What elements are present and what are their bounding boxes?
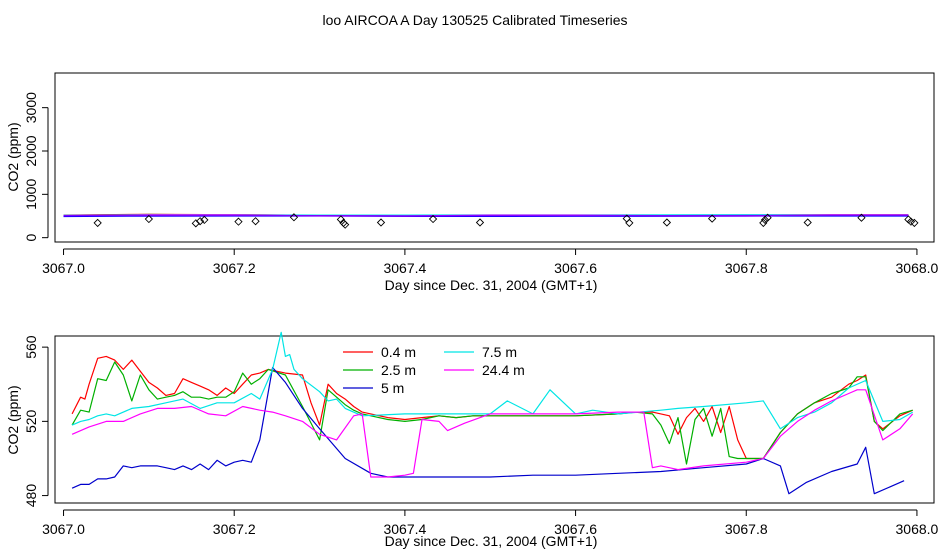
top-chart-y-tick-label: 2000	[23, 135, 39, 166]
bottom-chart-y-label: CO2 (ppm)	[5, 385, 21, 454]
top-chart-point-marker	[195, 217, 205, 226]
bottom-chart-series-line-2-5-m	[71, 361, 913, 465]
top-chart-point-marker	[341, 220, 350, 229]
top-chart-x-tick-label: 3067.6	[554, 260, 597, 276]
top-chart: 3067.0 3067.2 3067.4 3067.6 3067.8 3068.0 0 10…	[5, 72, 939, 293]
bottom-chart-series-line-24-4-m	[71, 389, 914, 478]
bottom-chart-y-tick-label: 480	[23, 484, 39, 508]
top-chart-point-marker	[662, 218, 672, 227]
legend-label: 0.4 m	[381, 344, 416, 360]
bottom-chart-series-line-7-5-m	[71, 331, 914, 430]
bottom-chart-y-tick-label: 520	[23, 409, 39, 433]
top-chart-x-axis: 3067.0 3067.2 3067.4 3067.6 3067.8 3068.0	[42, 248, 939, 276]
top-chart-y-label: CO2 (ppm)	[5, 122, 21, 191]
top-chart-plot-frame	[54, 72, 935, 243]
legend-label: 7.5 m	[482, 344, 517, 360]
bottom-chart-legend: 0.4 m 2.5 m 5 m 7.5 m 24.4 m	[343, 344, 525, 396]
bottom-chart-x-label: Day since Dec. 31, 2004 (GMT+1)	[385, 533, 598, 549]
bottom-chart-x-tick-label: 3067.4	[383, 521, 426, 537]
top-chart-point-marker	[760, 215, 770, 225]
legend-label: 5 m	[381, 380, 404, 396]
top-chart-point-marker	[428, 214, 438, 224]
bottom-chart-x-tick-label: 3067.2	[213, 521, 256, 537]
legend-label: 2.5 m	[381, 362, 416, 378]
bottom-chart-x-tick-label: 3067.8	[725, 521, 768, 537]
top-chart-x-tick-label: 3067.4	[383, 260, 426, 276]
bottom-chart-y-tick-label: 560	[23, 335, 39, 359]
top-chart-point-marker	[910, 218, 919, 228]
top-chart-point-marker	[336, 215, 346, 224]
top-chart-x-label: Day since Dec. 31, 2004 (GMT+1)	[385, 277, 598, 293]
top-chart-point-marker	[251, 217, 260, 226]
legend-label: 24.4 m	[482, 362, 525, 378]
top-chart-point-marker	[475, 218, 485, 227]
bottom-chart-x-axis: 3067.0 3067.2 3067.4 3067.6 3067.8 3068.0	[42, 509, 939, 537]
top-chart-point-marker	[763, 213, 772, 222]
top-chart-point-marker	[707, 214, 717, 223]
top-chart-point-marker	[93, 218, 102, 228]
top-chart-point-marker	[289, 213, 299, 222]
top-chart-point-marker	[144, 214, 154, 224]
bottom-chart-series-line-5-m	[71, 366, 905, 495]
top-chart-y-axis: 0 1000 2000 3000	[23, 92, 49, 242]
top-chart-point-marker	[625, 218, 634, 228]
top-chart-x-tick-label: 3068.0	[896, 260, 939, 276]
top-chart-point-marker	[904, 215, 913, 224]
top-chart-point-marker	[857, 213, 866, 222]
top-chart-point-marker	[803, 218, 812, 227]
top-chart-points	[93, 213, 919, 229]
top-chart-point-marker	[376, 218, 386, 227]
bottom-chart-y-axis: 480 520 560	[23, 335, 49, 508]
top-chart-point-marker	[906, 217, 916, 226]
top-chart-point-marker	[759, 218, 768, 228]
bottom-chart-x-tick-label: 3068.0	[896, 521, 939, 537]
top-chart-y-tick-label: 3000	[23, 92, 39, 123]
bottom-chart-series	[71, 331, 914, 495]
top-chart-y-tick-label: 1000	[23, 179, 39, 210]
top-chart-series-line-6	[63, 214, 909, 217]
bottom-chart: 3067.0 3067.2 3067.4 3067.6 3067.8 3068.0 480…	[5, 331, 939, 549]
top-chart-series	[63, 213, 909, 218]
bottom-chart-x-tick-label: 3067.6	[554, 521, 597, 537]
top-chart-x-tick-label: 3067.8	[725, 260, 768, 276]
bottom-chart-plot-frame	[54, 335, 935, 504]
top-chart-point-marker	[234, 217, 243, 226]
bottom-chart-x-tick-label: 3067.0	[42, 521, 85, 537]
top-chart-x-tick-label: 3067.0	[42, 260, 85, 276]
top-chart-y-tick-label: 0	[23, 234, 39, 242]
top-chart-point-marker	[200, 215, 209, 225]
top-chart-x-tick-label: 3067.2	[213, 260, 256, 276]
figure-title: loo AIRCOA A Day 130525 Calibrated Times…	[322, 12, 627, 28]
